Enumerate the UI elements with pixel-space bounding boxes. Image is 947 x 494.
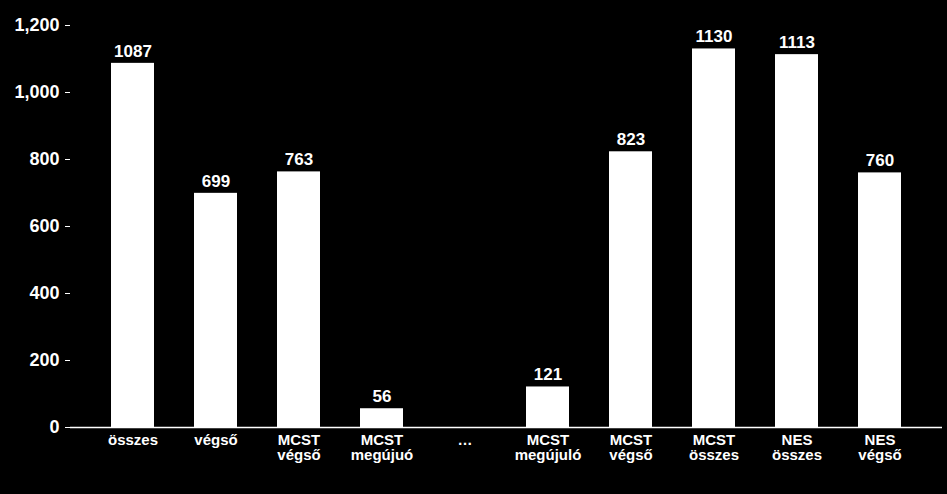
svg-text:121: 121	[534, 365, 562, 384]
svg-text:760: 760	[866, 151, 894, 170]
svg-text:823: 823	[617, 130, 645, 149]
svg-text:763: 763	[285, 150, 313, 169]
svg-text:összes: összes	[108, 431, 158, 448]
svg-text:400: 400	[29, 283, 59, 303]
svg-text:1087: 1087	[114, 42, 152, 61]
svg-text:56: 56	[373, 387, 392, 406]
svg-text:MCSTvégső: MCSTvégső	[609, 431, 652, 464]
svg-text:0: 0	[49, 417, 59, 437]
svg-text:1130: 1130	[696, 27, 733, 46]
svg-text:…: …	[458, 431, 473, 448]
svg-text:1,200: 1,200	[14, 15, 59, 35]
svg-text:1113: 1113	[779, 33, 815, 52]
svg-text:1,000: 1,000	[14, 82, 59, 102]
svg-text:NESvégső: NESvégső	[858, 431, 901, 464]
svg-text:MCSTmegújuló: MCSTmegújuló	[515, 431, 582, 464]
svg-text:200: 200	[29, 350, 59, 370]
svg-text:600: 600	[29, 216, 59, 236]
svg-text:800: 800	[29, 149, 59, 169]
svg-text:NESösszes: NESösszes	[772, 431, 822, 464]
svg-text:MCSTvégső: MCSTvégső	[277, 431, 320, 464]
svg-text:végső: végső	[194, 431, 237, 448]
svg-text:MCSTösszes: MCSTösszes	[689, 431, 739, 464]
svg-text:MCSTmegújuó: MCSTmegújuó	[351, 431, 414, 464]
svg-text:699: 699	[202, 172, 230, 191]
